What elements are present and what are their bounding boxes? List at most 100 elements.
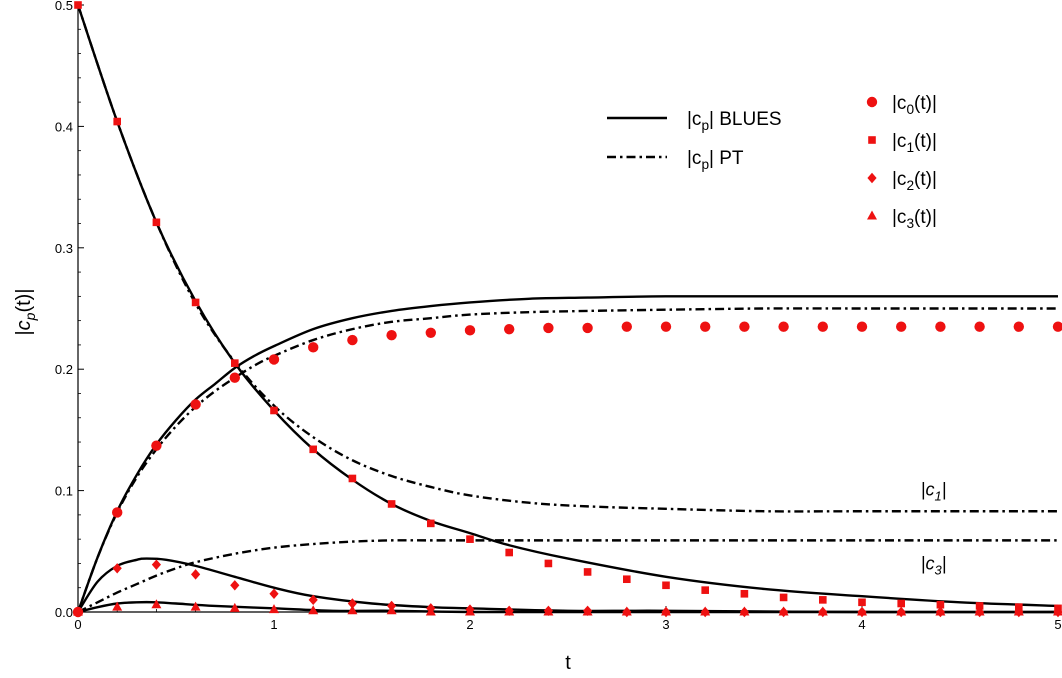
circle-point bbox=[112, 507, 123, 518]
circle-point bbox=[700, 321, 711, 332]
circle-point bbox=[190, 399, 201, 410]
curve-labels: |c1| |c3| bbox=[921, 479, 947, 577]
circle-point bbox=[1013, 321, 1024, 332]
square-point bbox=[819, 596, 827, 604]
square-point bbox=[231, 359, 239, 367]
triangle-point bbox=[1013, 606, 1024, 616]
x-tick-label: 2 bbox=[466, 617, 473, 632]
y-tick-label: 0.4 bbox=[55, 119, 73, 134]
square-point bbox=[583, 568, 592, 576]
circle-point bbox=[935, 321, 946, 332]
triangle-point bbox=[308, 605, 319, 615]
triangle-point bbox=[974, 606, 985, 616]
square-point bbox=[348, 474, 357, 483]
square-point bbox=[427, 519, 435, 528]
x-axis-label: t bbox=[565, 652, 571, 674]
square-point bbox=[701, 586, 709, 594]
square-point bbox=[270, 406, 278, 415]
circle-point bbox=[896, 321, 907, 332]
square-point bbox=[309, 445, 317, 454]
curve-label-0: |c1| bbox=[921, 479, 947, 503]
circle-point bbox=[856, 321, 868, 332]
legend-triangle-marker bbox=[867, 210, 877, 220]
triangle-point bbox=[1053, 606, 1062, 616]
circle-point bbox=[308, 342, 319, 353]
triangle-point bbox=[543, 606, 554, 616]
square-point bbox=[191, 298, 200, 307]
legend-marker-label-3: |c3(t)| bbox=[892, 207, 937, 231]
square-point bbox=[858, 598, 866, 607]
legend-diamond-marker bbox=[867, 172, 877, 184]
square-point bbox=[975, 602, 984, 610]
legend-marker-label-2: |c2(t)| bbox=[892, 169, 937, 193]
y-tick-label: 0.0 bbox=[55, 605, 73, 620]
triangle-point bbox=[112, 601, 123, 611]
y-axis-label: |cp(t)| bbox=[13, 288, 38, 335]
triangle-point bbox=[229, 602, 240, 612]
legend-square-marker bbox=[868, 136, 876, 144]
circle-point bbox=[778, 321, 789, 332]
diamond-point bbox=[230, 580, 240, 591]
square-point bbox=[544, 559, 553, 568]
curve-solid-2 bbox=[76, 4, 1059, 608]
triangle-point bbox=[190, 601, 201, 611]
curve-solid-5 bbox=[76, 557, 1059, 614]
square-point bbox=[387, 500, 396, 508]
square-point bbox=[623, 575, 631, 584]
circle-point bbox=[660, 321, 672, 332]
circle-point bbox=[386, 330, 397, 341]
circle-point bbox=[543, 322, 554, 334]
marker-series-0 bbox=[72, 321, 1062, 618]
y-tick-label: 0.2 bbox=[55, 362, 73, 377]
curve-label-1: |c3| bbox=[921, 554, 947, 578]
x-tick-label: 5 bbox=[1054, 617, 1061, 632]
triangle-point bbox=[817, 606, 828, 616]
triangle-point bbox=[347, 605, 358, 615]
triangle-point bbox=[621, 606, 632, 616]
circle-point bbox=[347, 334, 358, 346]
ticks: 0 1 2 3 4 5 0.0 0.1 0.2 0.3 0.4 0.5 bbox=[55, 0, 1062, 632]
diamond-point bbox=[112, 563, 122, 574]
triangle-point bbox=[661, 606, 671, 616]
curve-dashdot-3 bbox=[76, 4, 1058, 513]
circle-point bbox=[582, 322, 593, 334]
triangle-point bbox=[269, 604, 279, 614]
labels: t |cp(t)| bbox=[13, 288, 571, 674]
circle-point bbox=[1052, 321, 1062, 332]
triangle-point bbox=[386, 605, 397, 615]
x-tick-label: 0 bbox=[74, 617, 81, 632]
curves bbox=[76, 4, 1059, 614]
curve-solid-0 bbox=[76, 295, 1058, 613]
square-point bbox=[662, 581, 670, 590]
curve-dashdot-4 bbox=[77, 539, 1059, 614]
circle-point bbox=[151, 440, 162, 451]
circle-point bbox=[464, 325, 476, 336]
square-point bbox=[113, 117, 121, 126]
triangle-point bbox=[465, 606, 475, 616]
triangle-point bbox=[935, 606, 946, 616]
square-point bbox=[505, 548, 513, 557]
triangle-point bbox=[857, 606, 867, 616]
triangle-point bbox=[151, 599, 162, 609]
triangle-point bbox=[73, 606, 83, 616]
x-tick-label: 3 bbox=[662, 617, 669, 632]
legend-label-0: |cp| BLUES bbox=[687, 109, 782, 133]
square-point bbox=[897, 599, 905, 608]
triangle-point bbox=[582, 606, 593, 616]
curve-dashdot-1 bbox=[76, 307, 1058, 613]
triangle-point bbox=[504, 606, 515, 616]
square-point bbox=[152, 218, 161, 227]
circle-point bbox=[425, 327, 436, 338]
square-point bbox=[74, 1, 82, 9]
marker-series-2 bbox=[73, 559, 1062, 618]
triangle-point bbox=[778, 606, 789, 616]
diamond-point bbox=[308, 594, 318, 606]
legend-label-1: |cp| PT bbox=[687, 148, 744, 172]
triangle-point bbox=[896, 606, 907, 616]
circle-point bbox=[817, 321, 828, 332]
x-tick-label: 1 bbox=[270, 617, 277, 632]
circle-point bbox=[739, 321, 750, 332]
x-tick-label: 4 bbox=[858, 617, 865, 632]
circle-point bbox=[974, 321, 985, 332]
diamond-point bbox=[347, 598, 357, 609]
